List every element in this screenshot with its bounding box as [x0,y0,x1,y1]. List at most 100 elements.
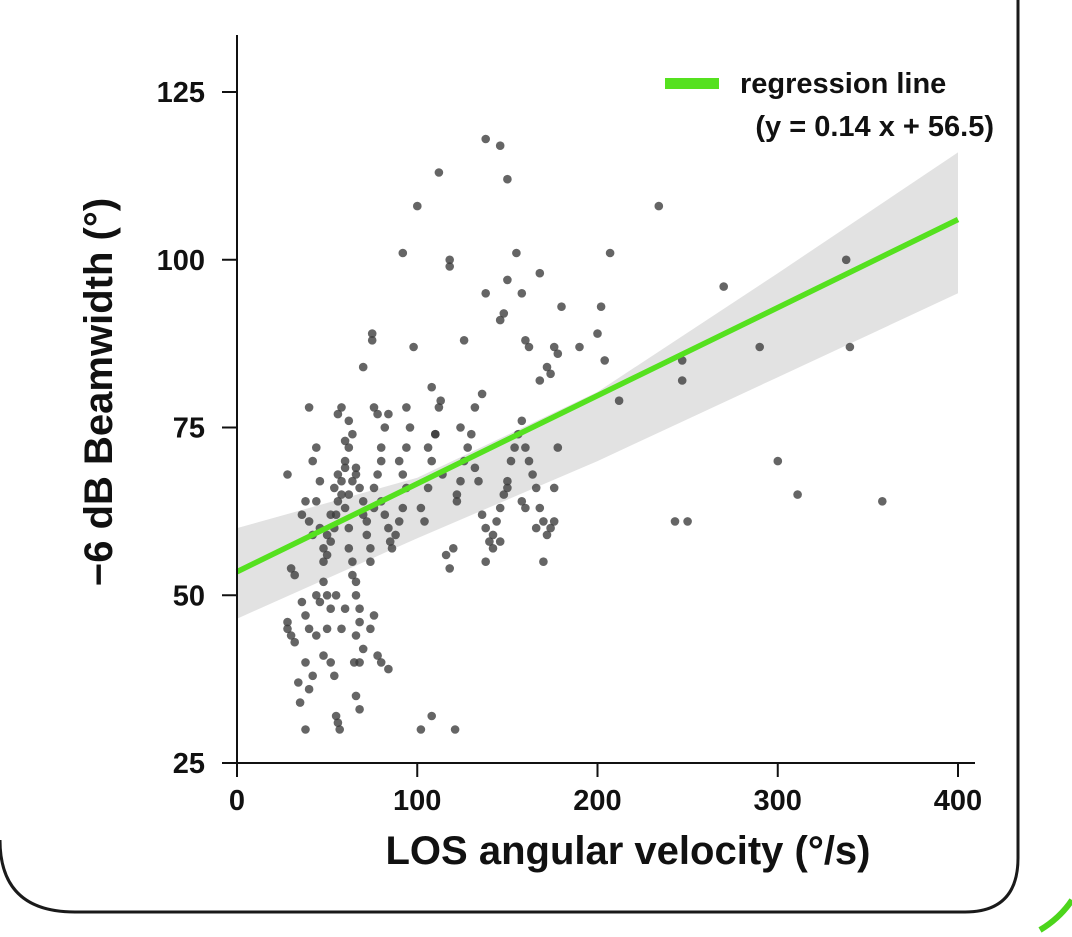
data-point [286,631,296,640]
data-point [773,456,783,466]
data-point [557,302,566,312]
y-axis-title: −6 dB Beamwidth (°) [77,198,121,586]
data-point [340,503,350,513]
data-point [495,537,505,546]
data-point [459,336,469,345]
data-point [373,470,382,479]
data-point [308,671,318,681]
data-point [308,456,318,466]
data-point [337,490,346,499]
data-point [385,537,395,546]
data-point [348,557,357,566]
data-point [304,403,314,412]
data-point [351,631,361,640]
data-point [481,523,491,533]
accent-arc [1038,898,1072,933]
x-tick-label: 0 [229,785,245,817]
data-point [420,517,429,526]
data-point [351,577,361,587]
data-point [488,544,498,553]
x-axis-title: LOS angular velocity (°/s) [386,829,871,873]
data-point [517,416,527,426]
data-point [450,725,460,734]
x-tick-label: 400 [934,785,982,817]
data-point [495,141,505,150]
x-tick-label: 300 [754,785,802,817]
data-points [283,134,887,734]
data-point [315,476,325,486]
data-point [488,530,498,540]
data-point [322,624,332,634]
data-point [503,476,512,486]
data-point [326,537,336,546]
data-point [283,617,292,627]
data-point [600,356,609,365]
data-point [326,604,336,613]
data-point [542,530,552,540]
data-point [326,510,336,519]
data-point [312,631,321,640]
data-point [499,309,509,318]
data-point [326,658,336,667]
data-point [351,591,361,600]
data-point [539,557,548,566]
data-point [301,497,310,506]
x-tick-label: 200 [573,785,621,817]
data-point [304,624,314,634]
data-point [517,497,527,506]
data-point [470,403,480,412]
data-point [330,671,339,681]
data-point [355,617,364,627]
data-point [384,409,393,419]
data-point [286,564,296,573]
data-point [294,678,303,687]
data-point [301,611,310,620]
data-point [340,463,350,473]
data-point [344,490,354,499]
data-point [367,336,377,345]
data-point [535,503,545,513]
data-point [553,349,563,359]
data-point [384,523,393,533]
data-point [384,664,393,674]
data-point [485,537,494,546]
data-point [373,651,382,660]
card-frame [0,0,1020,914]
data-point [506,456,516,466]
data-point [344,544,354,553]
data-point [295,698,305,707]
data-point [366,624,375,634]
data-point [358,362,368,372]
data-point [436,396,446,406]
y-tick-label: 75 [173,413,205,445]
data-point [319,651,328,660]
data-point [344,443,354,452]
data-point [340,456,350,466]
data-point [369,483,379,493]
data-point [427,456,437,466]
data-point [427,382,437,392]
data-point [528,470,537,479]
data-point [467,429,476,439]
data-point [474,476,483,486]
data-point [402,403,411,412]
data-point [445,255,455,265]
data-point [398,503,408,513]
data-point [330,483,339,493]
data-point [677,376,687,385]
regression-line [235,217,960,575]
data-point [521,503,530,513]
data-point [304,517,314,526]
data-point [719,282,728,291]
data-point [503,275,512,285]
data-point [322,530,332,540]
data-point [535,268,545,278]
data-point [319,557,328,566]
data-point [344,523,354,533]
data-point [463,443,473,452]
data-point [337,476,346,486]
data-point [495,315,505,325]
data-point [351,470,361,479]
legend-swatch [665,78,719,89]
data-point [333,497,343,506]
